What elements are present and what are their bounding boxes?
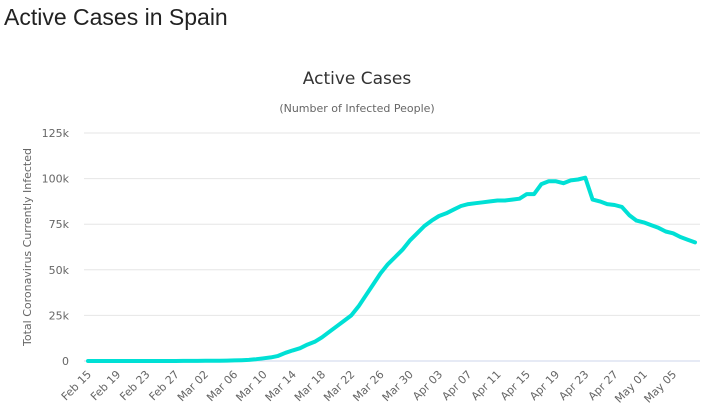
x-tick-label: Mar 02 [175, 368, 211, 404]
x-tick-label: Apr 07 [439, 368, 474, 403]
x-tick-label: Mar 06 [204, 368, 240, 404]
y-tick-label: 50k [49, 264, 70, 277]
chart-subtitle: (Number of Infected People) [279, 102, 434, 115]
x-tick-label: Feb 15 [59, 368, 94, 403]
y-axis-label: Total Coronavirus Currently Infected [21, 148, 34, 347]
x-tick-label: Feb 19 [88, 368, 123, 403]
y-tick-label: 100k [42, 173, 70, 186]
y-tick-label: 0 [62, 355, 69, 368]
x-tick-label: Mar 14 [263, 368, 299, 404]
y-tick-label: 125k [42, 127, 70, 140]
x-tick-label: Apr 11 [469, 368, 504, 403]
x-tick-label: Apr 23 [556, 368, 591, 403]
x-tick-label: Apr 03 [410, 368, 445, 403]
page-title: Active Cases in Spain [4, 4, 228, 30]
y-tick-label: 75k [49, 218, 70, 231]
chart-title: Active Cases [303, 69, 412, 89]
x-tick-label: Feb 23 [117, 368, 152, 403]
x-tick-label: Mar 10 [233, 368, 269, 404]
x-tick-label: Mar 26 [350, 368, 386, 404]
x-tick-label: Mar 30 [380, 368, 416, 404]
y-tick-label: 25k [49, 309, 70, 322]
x-tick-label: Apr 19 [527, 368, 562, 403]
x-tick-label: Apr 15 [498, 368, 533, 403]
x-tick-label: Mar 18 [292, 368, 328, 404]
x-tick-label: Mar 22 [321, 368, 357, 404]
x-tick-label: May 05 [642, 368, 680, 406]
active-cases-line [86, 175, 697, 363]
